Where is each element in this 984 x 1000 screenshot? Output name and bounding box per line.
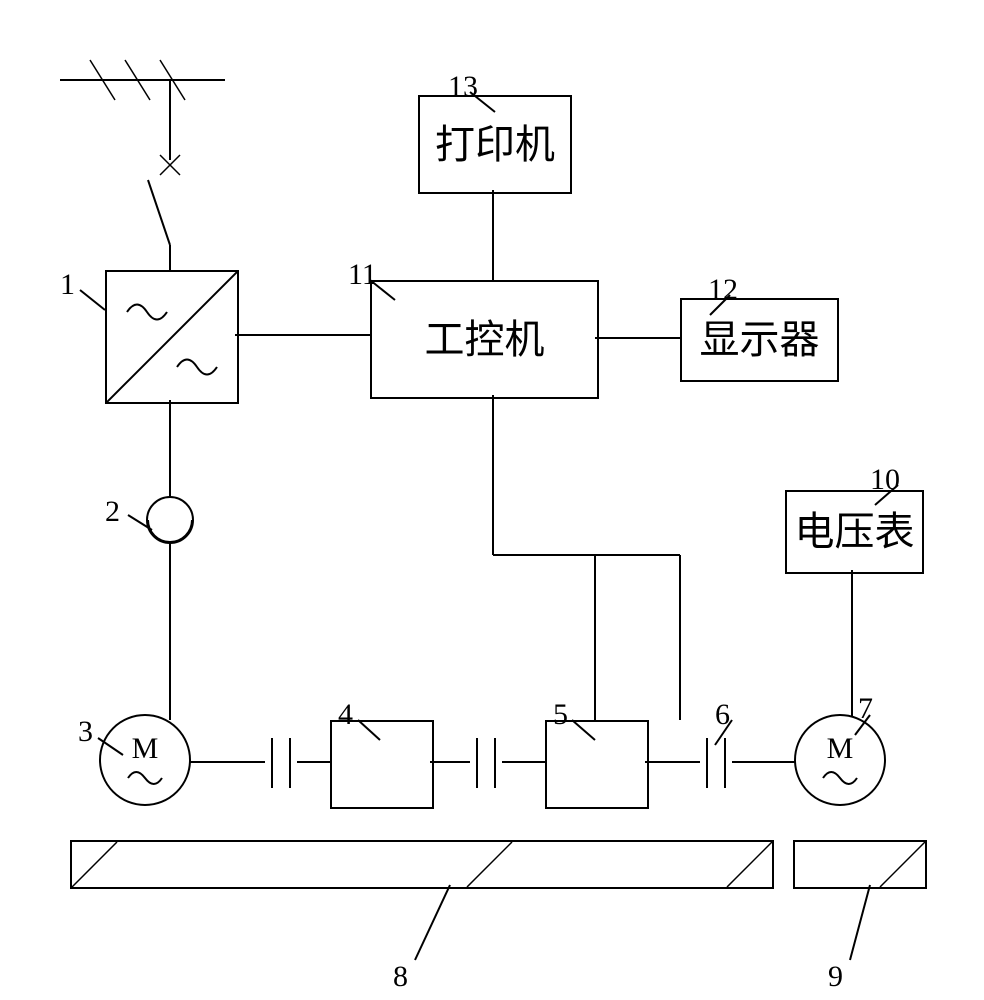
diagram-canvas: 打印机 工控机 显示器 电压表 1 2 3 — [0, 0, 984, 1000]
label-4: 4 — [338, 698, 353, 732]
vfd-block — [105, 270, 239, 404]
label-6: 6 — [715, 698, 730, 732]
label-7: 7 — [858, 692, 873, 726]
svg-text:M: M — [132, 732, 159, 765]
ipc-block: 工控机 — [370, 280, 599, 399]
voltmeter-label: 电压表 — [795, 510, 915, 554]
label-8: 8 — [393, 960, 408, 994]
plate-9 — [793, 840, 927, 889]
label-2: 2 — [105, 495, 120, 529]
svg-text:M: M — [827, 732, 854, 765]
ipc-label: 工控机 — [425, 318, 545, 362]
plate-8-hatch — [72, 842, 772, 887]
display-block: 显示器 — [680, 298, 839, 382]
block-5 — [545, 720, 649, 809]
label-10: 10 — [870, 463, 900, 497]
display-label: 显示器 — [700, 318, 820, 362]
label-3: 3 — [78, 715, 93, 749]
label-11: 11 — [348, 258, 377, 292]
label-5: 5 — [553, 698, 568, 732]
plate-9-hatch — [795, 842, 925, 887]
label-12: 12 — [708, 273, 738, 307]
block-4 — [330, 720, 434, 809]
label-13: 13 — [448, 70, 478, 104]
voltmeter-block: 电压表 — [785, 490, 924, 574]
label-1: 1 — [60, 268, 75, 302]
vfd-symbol — [107, 272, 237, 402]
plate-8 — [70, 840, 774, 889]
printer-label: 打印机 — [435, 123, 555, 167]
label-9: 9 — [828, 960, 843, 994]
printer-block: 打印机 — [418, 95, 572, 194]
